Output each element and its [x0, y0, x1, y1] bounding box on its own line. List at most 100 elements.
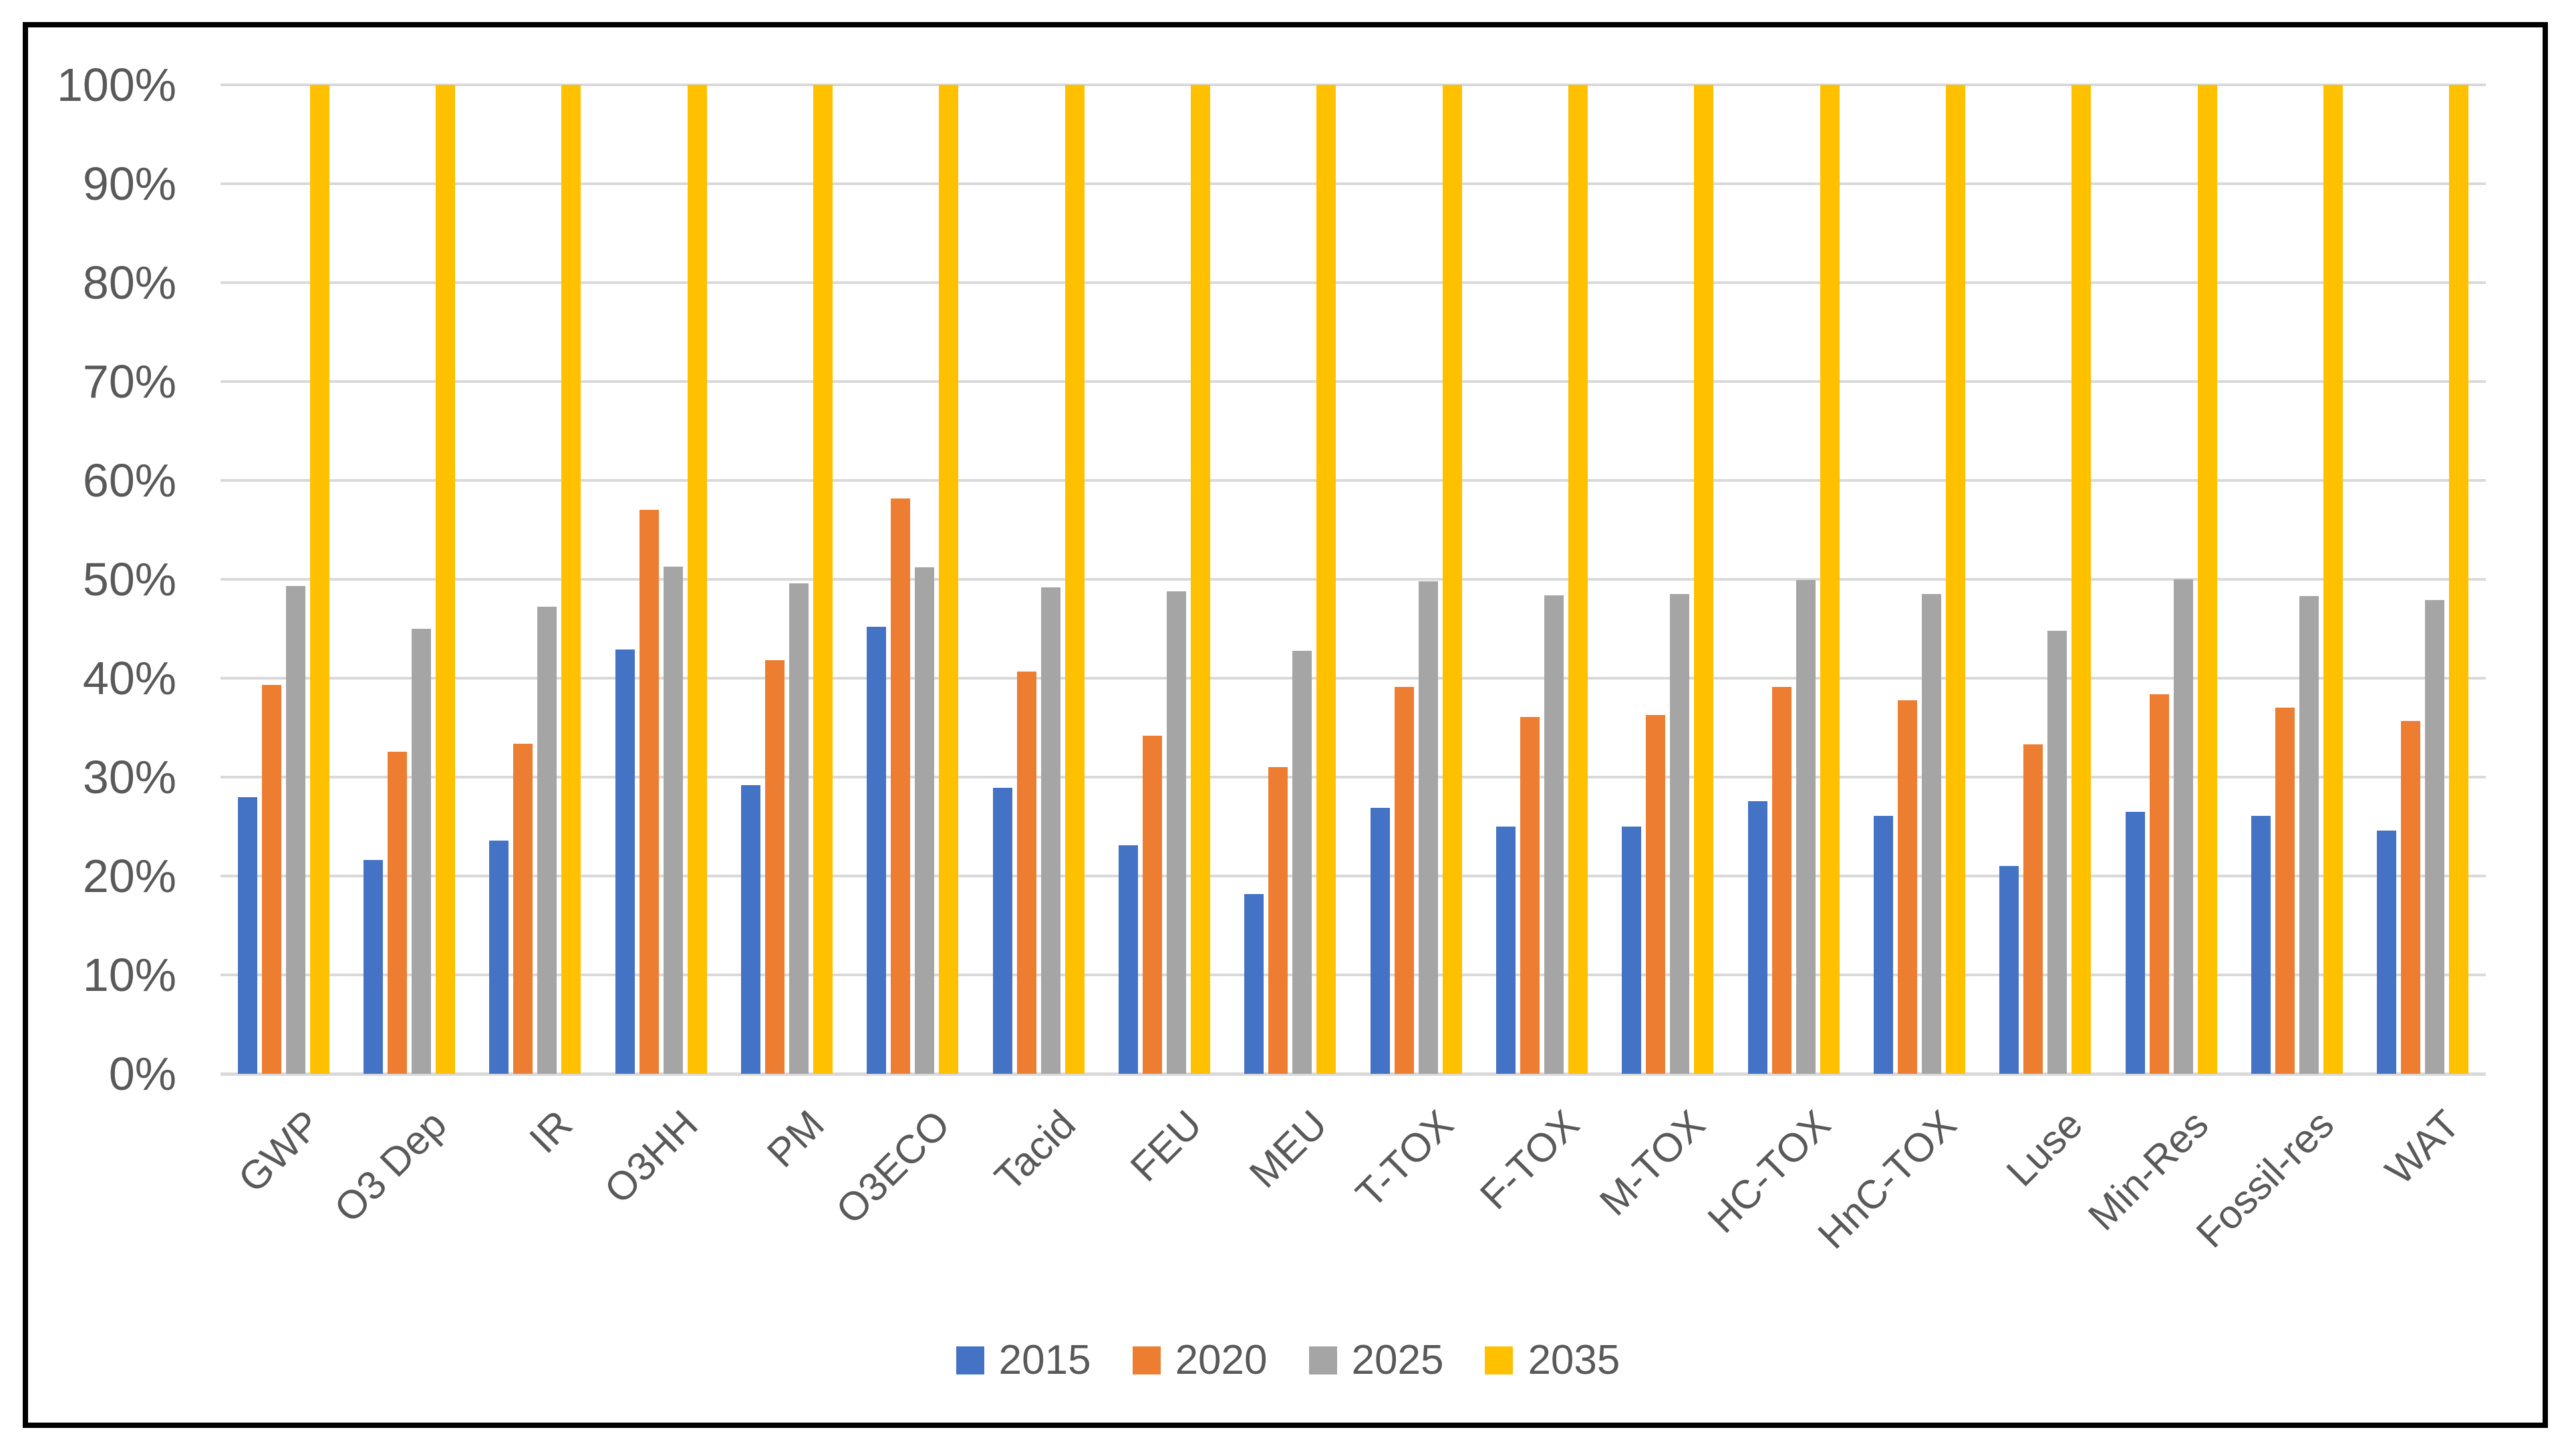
x-category-label-IR: IR: [521, 1101, 581, 1162]
bar-HnC-TOX-2025: [1922, 594, 1941, 1074]
bar-PM-2015: [741, 784, 760, 1074]
bar-Tacid-2015: [992, 788, 1012, 1074]
bar-Luse-2035: [2071, 85, 2092, 1074]
bar-Tacid-2025: [1040, 587, 1060, 1074]
bar-Luse-2020: [2023, 744, 2043, 1074]
bar-O3 Dep-2025: [412, 629, 431, 1074]
y-tick-label-20pct: 20%: [82, 850, 176, 902]
x-category-label-HC-TOX: HC-TOX: [1699, 1101, 1840, 1242]
x-category-label-T-TOX: T-TOX: [1346, 1101, 1462, 1217]
bar-MEU-2035: [1316, 85, 1336, 1074]
x-category-label-O3 Dep: O3 Dep: [325, 1101, 455, 1231]
bar-Min-Res-2035: [2197, 85, 2217, 1074]
bar-Tacid-2035: [1064, 85, 1085, 1074]
bar-Min-Res-2020: [2149, 694, 2169, 1074]
x-category-label-M-TOX: M-TOX: [1590, 1101, 1713, 1225]
gridline-80: [221, 281, 2486, 284]
x-category-label-FEU: FEU: [1121, 1101, 1210, 1190]
bar-HnC-TOX-2015: [1874, 815, 1893, 1074]
bar-IR-2020: [513, 743, 533, 1074]
bar-O3ECO-2015: [867, 627, 887, 1074]
bar-M-TOX-2015: [1622, 827, 1642, 1074]
bar-FEU-2015: [1119, 845, 1138, 1074]
legend: 2015 2020 2025 2035: [0, 1336, 2576, 1384]
bar-IR-2025: [537, 607, 557, 1074]
legend-marker-2015: [956, 1346, 984, 1374]
x-category-label-MEU: MEU: [1241, 1101, 1336, 1197]
bar-Min-Res-2015: [2125, 811, 2145, 1074]
x-category-label-F-TOX: F-TOX: [1471, 1101, 1588, 1218]
x-category-label-O3ECO: O3ECO: [827, 1101, 958, 1233]
x-category-label-O3HH: O3HH: [595, 1101, 707, 1212]
y-tick-label-40pct: 40%: [82, 652, 176, 704]
legend-marker-2020: [1132, 1346, 1161, 1374]
bar-M-TOX-2035: [1694, 85, 1714, 1074]
x-axis-line: [221, 1072, 2486, 1076]
bar-Luse-2025: [2047, 630, 2067, 1074]
y-tick-label-70pct: 70%: [82, 355, 176, 408]
bar-PM-2035: [813, 85, 833, 1074]
y-tick-label-100pct: 100%: [56, 59, 176, 111]
gridline-100: [221, 84, 2486, 86]
gridline-20: [221, 875, 2486, 877]
bar-O3HH-2015: [615, 649, 635, 1074]
bar-Luse-2015: [1999, 866, 2019, 1074]
bar-O3HH-2020: [639, 510, 659, 1074]
legend-marker-2025: [1308, 1346, 1337, 1374]
x-category-label-Luse: Luse: [1997, 1101, 2091, 1195]
bar-T-TOX-2020: [1394, 687, 1414, 1074]
bar-T-TOX-2015: [1370, 807, 1390, 1074]
bar-HnC-TOX-2035: [1946, 85, 1965, 1074]
x-category-label-Fossil-res: Fossil-res: [2188, 1101, 2343, 1256]
legend-item-2025: 2025: [1308, 1336, 1444, 1384]
bar-Tacid-2020: [1016, 671, 1036, 1074]
bar-MEU-2015: [1244, 893, 1264, 1074]
gridline-30: [221, 776, 2486, 778]
bar-MEU-2025: [1292, 650, 1312, 1074]
gridline-60: [221, 479, 2486, 482]
bar-IR-2015: [489, 840, 509, 1074]
y-tick-label-10pct: 10%: [82, 949, 176, 1001]
legend-item-2020: 2020: [1132, 1336, 1268, 1384]
gridline-70: [221, 380, 2486, 383]
bar-Fossil-res-2015: [2251, 815, 2271, 1074]
x-category-label-Tacid: Tacid: [986, 1101, 1085, 1200]
bar-GWP-2015: [237, 796, 257, 1074]
bar-Fossil-res-2025: [2299, 596, 2319, 1074]
legend-label-2015: 2015: [998, 1337, 1091, 1383]
bar-T-TOX-2025: [1418, 581, 1438, 1074]
bar-F-TOX-2025: [1544, 595, 1564, 1074]
x-category-label-PM: PM: [758, 1101, 833, 1176]
y-tick-label-60pct: 60%: [82, 454, 176, 506]
legend-label-2020: 2020: [1175, 1337, 1268, 1383]
bar-O3 Dep-2020: [388, 751, 407, 1074]
y-axis-tick-labels: 0% 10% 20% 30% 40% 50% 60% 70% 80% 90% 100%: [0, 59, 176, 1100]
bar-FEU-2035: [1191, 85, 1210, 1074]
bar-HC-TOX-2020: [1771, 687, 1792, 1074]
bar-Fossil-res-2020: [2275, 708, 2295, 1074]
bar-WAT-2025: [2425, 600, 2445, 1074]
bar-O3 Dep-2015: [364, 860, 383, 1074]
y-tick-label-0pct: 0%: [108, 1048, 176, 1100]
x-category-label-WAT: WAT: [2376, 1101, 2468, 1193]
legend-item-2035: 2035: [1485, 1336, 1620, 1384]
x-category-label-Min-Res: Min-Res: [2079, 1101, 2217, 1240]
bar-T-TOX-2035: [1442, 85, 1462, 1074]
bar-M-TOX-2025: [1670, 594, 1690, 1074]
bar-MEU-2020: [1268, 767, 1288, 1074]
bar-GWP-2035: [309, 85, 329, 1074]
gridline-40: [221, 677, 2486, 680]
x-category-label-GWP: GWP: [229, 1101, 329, 1201]
legend-item-2015: 2015: [956, 1336, 1091, 1384]
legend-label-2025: 2025: [1351, 1337, 1444, 1383]
x-category-label-HnC-TOX: HnC-TOX: [1809, 1101, 1965, 1258]
plot-area: [221, 84, 2486, 1076]
bar-M-TOX-2020: [1646, 714, 1666, 1074]
y-tick-label-80pct: 80%: [82, 257, 176, 309]
bar-O3 Dep-2035: [436, 85, 455, 1074]
bar-GWP-2025: [285, 586, 305, 1074]
bar-HnC-TOX-2020: [1898, 700, 1917, 1074]
bar-WAT-2020: [2401, 720, 2421, 1074]
bar-O3ECO-2020: [891, 498, 911, 1074]
bar-F-TOX-2020: [1520, 716, 1540, 1074]
